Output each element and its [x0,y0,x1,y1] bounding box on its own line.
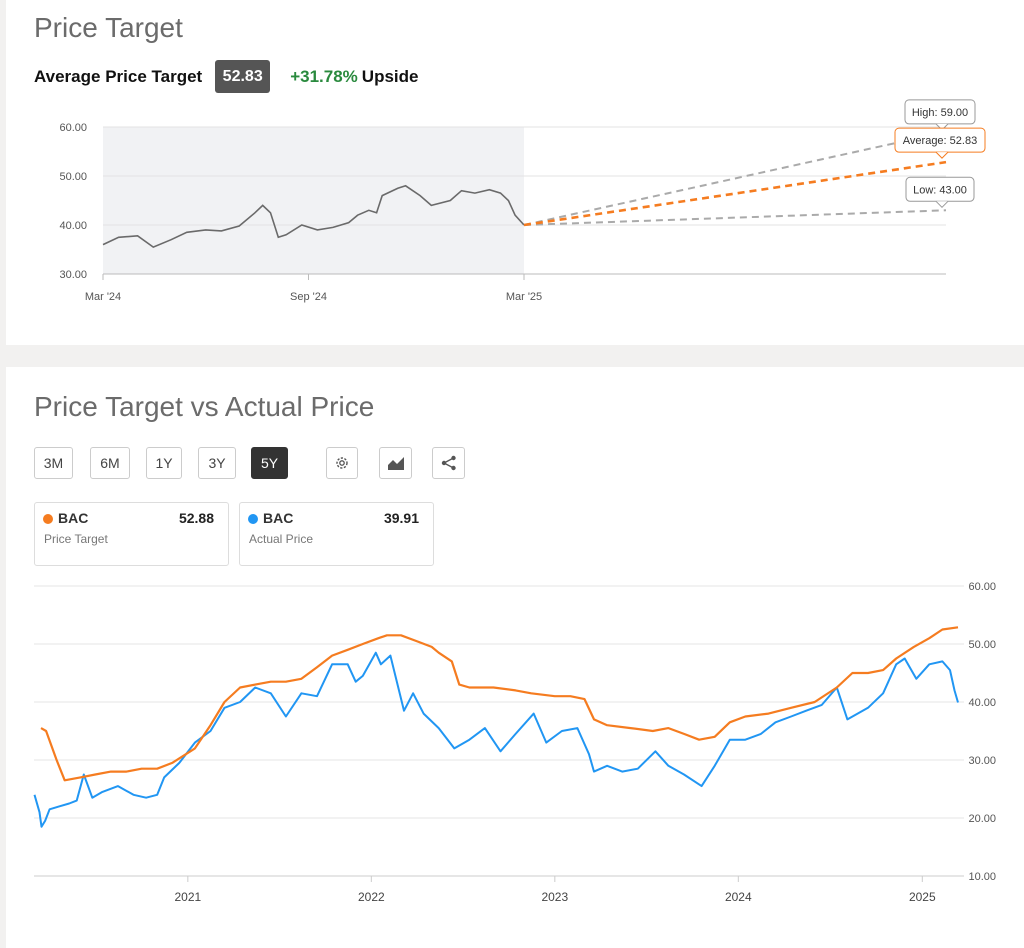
y-tick-label: 60.00 [968,581,996,593]
high-tooltip-text: High: 59.00 [912,107,968,119]
high-projection-line [523,130,947,226]
price-target-dot-icon [43,514,53,524]
average-target-label: Average Price Target [34,66,203,86]
y-tick-label: 10.00 [968,871,996,883]
actual-price-line [33,651,959,828]
x-tick-label: 2024 [725,890,752,904]
y-tick-label: 40.00 [968,697,996,709]
legend-description: Price Target [44,532,108,546]
price-target-chart[interactable]: 60.00 50.00 40.00 30.00 Mar '24 Sep '24 Mar '2… [6,95,1006,310]
price-vs-actual-chart[interactable]: 60.00 50.00 40.00 30.00 20.00 10.00 2021 2022 20… [6,572,1024,927]
share-button[interactable] [432,447,465,479]
y-tick-label: 60.00 [59,122,87,134]
y-tick-label: 30.00 [59,269,87,281]
legend-price-target[interactable]: BAC 52.88 Price Target [34,502,229,566]
price-target-card: Price Target Average Price Target 52.83 … [6,0,1024,345]
legend-description: Actual Price [249,532,314,546]
share-icon [441,455,456,471]
average-tooltip-pointer [935,151,949,159]
x-tick-label: 2025 [909,890,936,904]
y-tick-label: 20.00 [968,813,996,825]
legend-actual-price[interactable]: BAC 39.91 Actual Price [239,502,434,566]
average-tooltip-box [894,127,986,153]
y-tick-label: 50.00 [968,639,996,651]
low-projection-line [523,209,947,226]
average-target-row: Average Price Target 52.83 +31.78% Upsid… [34,60,418,93]
historical-price-line [102,184,525,249]
low-tooltip-pointer [935,200,949,209]
average-projection-line [523,160,947,227]
actual-price-dot-icon [248,514,258,524]
settings-button[interactable] [326,447,358,479]
price-target-title: Price Target [34,12,183,43]
x-tick-label: 2022 [358,890,385,904]
upside-percent: +31.78% [290,66,358,86]
range-1y-button[interactable]: 1Y [146,447,182,479]
x-tick-label: 2021 [174,890,201,904]
chart-type-button[interactable] [379,447,412,479]
x-tick-label: 2023 [541,890,568,904]
low-tooltip-text: Low: 43.00 [913,184,967,196]
legend-value: 52.88 [178,510,214,526]
price-target-line [40,626,959,782]
range-6m-button[interactable]: 6M [90,447,130,479]
range-5y-button[interactable]: 5Y [251,447,288,479]
x-tick-label: Mar '24 [85,291,121,303]
legend-ticker: BAC [58,510,89,526]
x-tick-label: Mar '25 [506,291,542,303]
legend-ticker: BAC [263,510,294,526]
price-vs-actual-card: Price Target vs Actual Price 3M 6M 1Y 3Y… [6,367,1024,948]
chart-type-icon [387,457,404,470]
average-tooltip-text: Average: 52.83 [903,135,977,147]
upside-label: Upside [361,66,419,86]
y-tick-label: 30.00 [968,755,996,767]
history-shade [103,127,524,274]
price-vs-actual-title: Price Target vs Actual Price [34,391,375,422]
settings-gear-icon [336,457,348,469]
y-tick-label: 50.00 [59,171,87,183]
range-3m-button[interactable]: 3M [34,447,73,479]
y-tick-label: 40.00 [59,220,87,232]
x-tick-label: Sep '24 [290,291,327,303]
range-3y-button[interactable]: 3Y [198,447,236,479]
average-target-badge: 52.83 [215,60,271,93]
legend-value: 39.91 [383,510,419,526]
